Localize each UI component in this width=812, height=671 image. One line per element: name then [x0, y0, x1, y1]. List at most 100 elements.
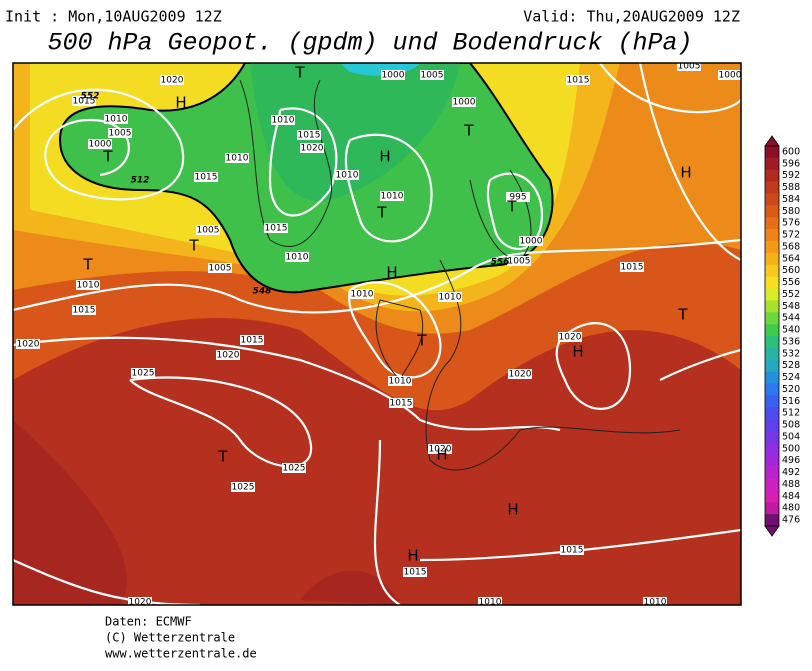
isobar-label: 1015: [298, 131, 321, 141]
colorbar-segment: [765, 169, 779, 182]
isobar-label: 1015: [621, 263, 644, 273]
colorbar-label: 600: [782, 146, 800, 157]
footer-copyright: (C) Wetterzentrale: [105, 631, 235, 645]
pressure-center: T: [506, 198, 517, 216]
colorbar-segment: [765, 157, 779, 171]
colorbar-segment: [765, 347, 779, 361]
isobar-label: 1010: [77, 281, 100, 291]
colorbar-segment: [765, 371, 779, 384]
pressure-center: H: [507, 501, 518, 519]
label-box: [428, 444, 452, 454]
isobar-label: 1020: [509, 370, 532, 380]
label-box: [216, 350, 240, 360]
colorbar-label: 536: [782, 336, 800, 347]
pressure-center: T: [416, 332, 427, 350]
label-box: [282, 463, 306, 473]
map-labels: 1020101510101005100010151010101510201010…: [16, 62, 741, 608]
label-box: [403, 567, 427, 577]
isobar-label: 1010: [286, 253, 309, 263]
colorbar-segment: [765, 454, 779, 467]
pressure-center: H: [680, 164, 691, 182]
colorbar-label: 508: [782, 420, 800, 431]
label-box: [72, 305, 96, 315]
isobar-label: 1010: [381, 192, 404, 202]
colorbar-segment: [765, 193, 779, 206]
valid-time: Valid: Thu,20AUG2009 12Z: [523, 8, 740, 26]
colorbar-segment: [765, 395, 779, 408]
pressure-center: T: [188, 237, 199, 255]
label-box: [128, 597, 152, 605]
isobar-label: 1005: [109, 129, 132, 139]
footer-source: Daten: ECMWF: [105, 615, 192, 629]
pressure-center: T: [677, 306, 688, 324]
pressure-center: H: [436, 446, 447, 464]
colorbar-label: 572: [782, 230, 800, 241]
colorbar-segment: [765, 229, 779, 242]
label-box: [72, 96, 96, 106]
label-box: [264, 223, 288, 233]
isobar-label: 1010: [479, 598, 502, 608]
colorbar-label: 540: [782, 325, 800, 336]
label-box: [388, 376, 412, 386]
label-box: [560, 545, 584, 555]
colorbar-label: 500: [782, 443, 800, 454]
isobar-label: 1010: [389, 377, 412, 387]
label-box: [104, 114, 128, 124]
colorbar-segment: [765, 324, 779, 337]
colorbar-label: 492: [782, 467, 800, 478]
colorbar-segment: [765, 407, 779, 420]
label-box: [452, 97, 476, 107]
colorbar-label: 592: [782, 170, 800, 181]
label-box: [718, 70, 741, 80]
isobar-label: 1020: [429, 445, 452, 455]
isobar-label: 1010: [439, 293, 462, 303]
pressure-center: T: [217, 448, 228, 466]
pressure-center: T: [294, 64, 305, 82]
colorbar-segment: [765, 146, 779, 159]
colorbar-bottom-cap: [764, 525, 780, 537]
isobar-label: 1015: [73, 306, 96, 316]
label-box: [131, 368, 155, 378]
isobars: [13, 63, 741, 605]
colorbar: 6005965925885845805765725685645605565525…: [764, 135, 800, 537]
height-label: 548: [253, 287, 272, 297]
isobar-label: 1000: [89, 140, 112, 150]
isobar-label: 1025: [283, 464, 306, 474]
colorbar-label: 560: [782, 265, 800, 276]
isobar-label: 1010: [644, 598, 667, 608]
isobar-label: 1015: [567, 76, 590, 86]
isobar-label: 1005: [421, 71, 444, 81]
colorbar-segment: [765, 205, 779, 218]
isobar-label: 1015: [265, 224, 288, 234]
isobar-label: 1010: [336, 171, 359, 181]
isobar-label: 1005: [508, 257, 531, 267]
label-box: [380, 191, 404, 201]
colorbar-segment: [765, 300, 779, 313]
label-box: [381, 70, 405, 80]
colorbar-segment: [765, 288, 779, 301]
colorbar-segment: [765, 312, 779, 325]
label-box: [389, 398, 413, 408]
label-box: [285, 252, 309, 262]
isobar-label: 1015: [390, 399, 413, 409]
isobar-label: 1020: [301, 144, 324, 154]
isobar-label: 1000: [382, 71, 405, 81]
label-box: [225, 153, 249, 163]
colorbar-frame: [764, 145, 780, 527]
isobar-label: 1010: [351, 290, 374, 300]
colorbar-label: 488: [782, 479, 800, 490]
colorbar-label: 504: [782, 431, 800, 442]
colorbar-segment: [765, 336, 779, 349]
colorbar-segment: [765, 264, 779, 277]
pressure-center: H: [379, 148, 390, 166]
dark-green-area: [250, 63, 460, 202]
pressure-center: H: [572, 343, 583, 361]
colorbar-label: 512: [782, 408, 800, 419]
colorbar-label: 516: [782, 396, 800, 407]
isobar-label: 1005: [678, 62, 701, 72]
isobar-label: 1020: [17, 340, 40, 350]
isobar-label: 1005: [197, 226, 220, 236]
colorbar-label: 528: [782, 360, 800, 371]
colorbar-label: 576: [782, 218, 800, 229]
colorbar-segment: [765, 252, 779, 266]
